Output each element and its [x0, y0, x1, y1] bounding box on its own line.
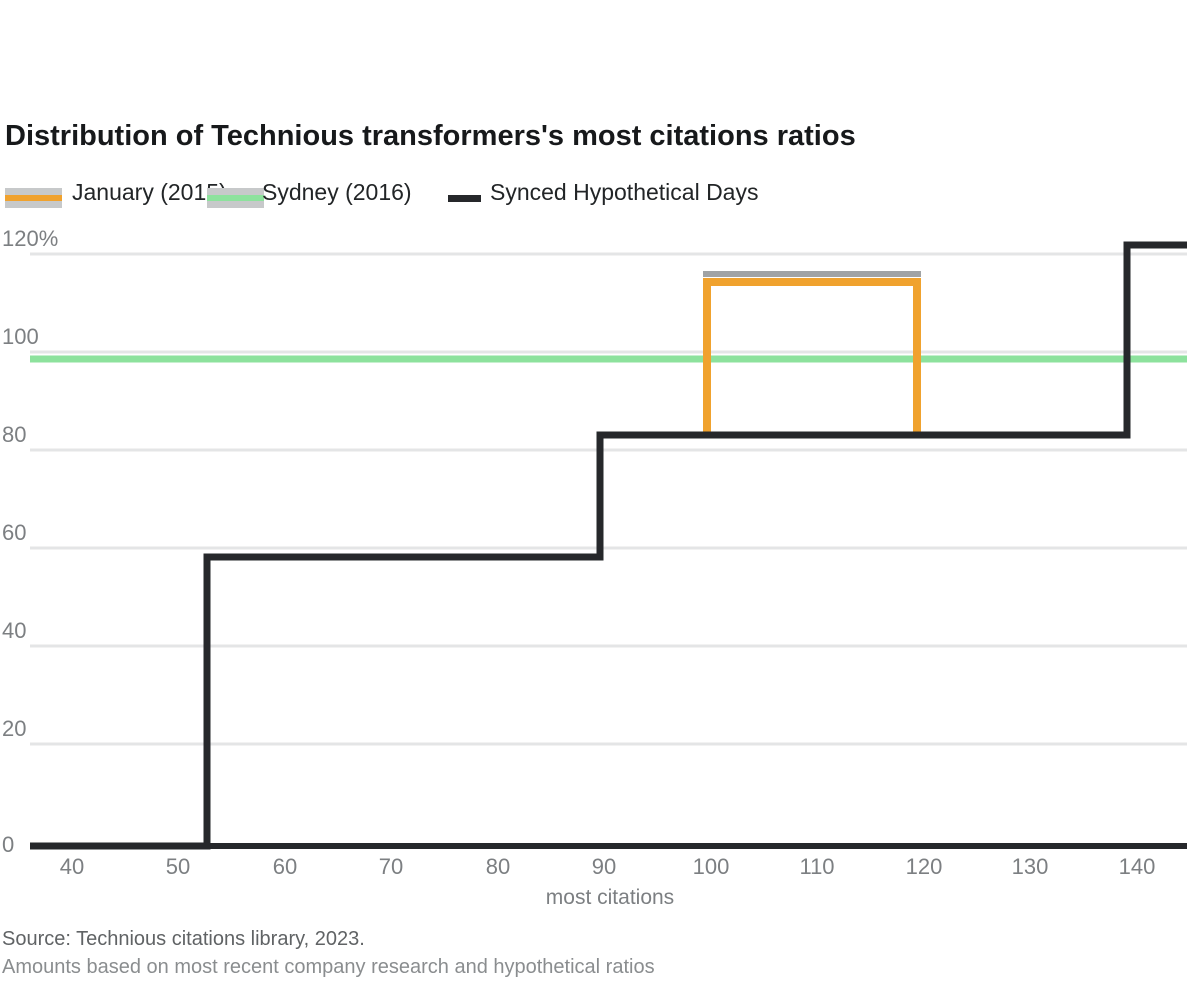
x-tick-label: 130	[1011, 854, 1049, 879]
y-tick-label: 60	[2, 520, 27, 545]
orange-bracket	[703, 278, 921, 438]
x-tick-label: 100	[692, 854, 730, 879]
chart-title: Distribution of Technious transformers's…	[5, 120, 856, 152]
orange-line-swatch-icon	[5, 195, 62, 201]
footnote-text: Amounts based on most recent company res…	[2, 956, 655, 978]
x-tick-label: 70	[378, 854, 404, 879]
x-tick-label: 120	[905, 854, 943, 879]
y-tick-label: 0	[2, 832, 15, 857]
legend-label-january: January (2015)	[72, 179, 227, 205]
x-tick-label: 50	[165, 854, 191, 879]
x-tick-label: 110	[799, 854, 835, 879]
legend-label-hypothetical: Synced Hypothetical Days	[490, 179, 759, 205]
dark-dash-swatch-icon	[448, 195, 481, 202]
y-tick-label: 80	[2, 422, 27, 447]
y-tick-label: 40	[2, 618, 27, 643]
green-line-swatch-icon	[207, 195, 264, 201]
legend-swatch-sydney	[207, 188, 264, 208]
y-tick-label: 20	[2, 716, 27, 741]
x-tick-label: 60	[272, 854, 298, 879]
legend-swatch-january	[5, 188, 62, 208]
step-line	[30, 241, 1187, 850]
x-tick-label: 90	[591, 854, 617, 879]
y-tick-label: 100	[2, 324, 39, 349]
y-tick-label: 120%	[2, 226, 59, 251]
source-text: Source: Technious citations library, 202…	[2, 928, 365, 950]
x-tick-label: 80	[485, 854, 511, 879]
legend-label-sydney: Sydney (2016)	[262, 179, 412, 205]
x-tick-label: 40	[59, 854, 85, 879]
x-axis-title: most citations	[545, 886, 675, 909]
x-tick-label: 140	[1118, 854, 1156, 879]
